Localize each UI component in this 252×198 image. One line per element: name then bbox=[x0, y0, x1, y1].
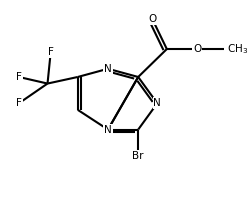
Text: N: N bbox=[104, 125, 112, 135]
Text: Br: Br bbox=[133, 151, 144, 161]
Text: F: F bbox=[16, 72, 22, 82]
Text: F: F bbox=[16, 98, 22, 108]
Text: F: F bbox=[48, 47, 54, 57]
Text: N: N bbox=[104, 64, 112, 74]
Text: CH$_3$: CH$_3$ bbox=[227, 42, 248, 56]
Text: O: O bbox=[148, 14, 157, 25]
Text: N: N bbox=[153, 98, 161, 108]
Text: O: O bbox=[193, 44, 201, 54]
